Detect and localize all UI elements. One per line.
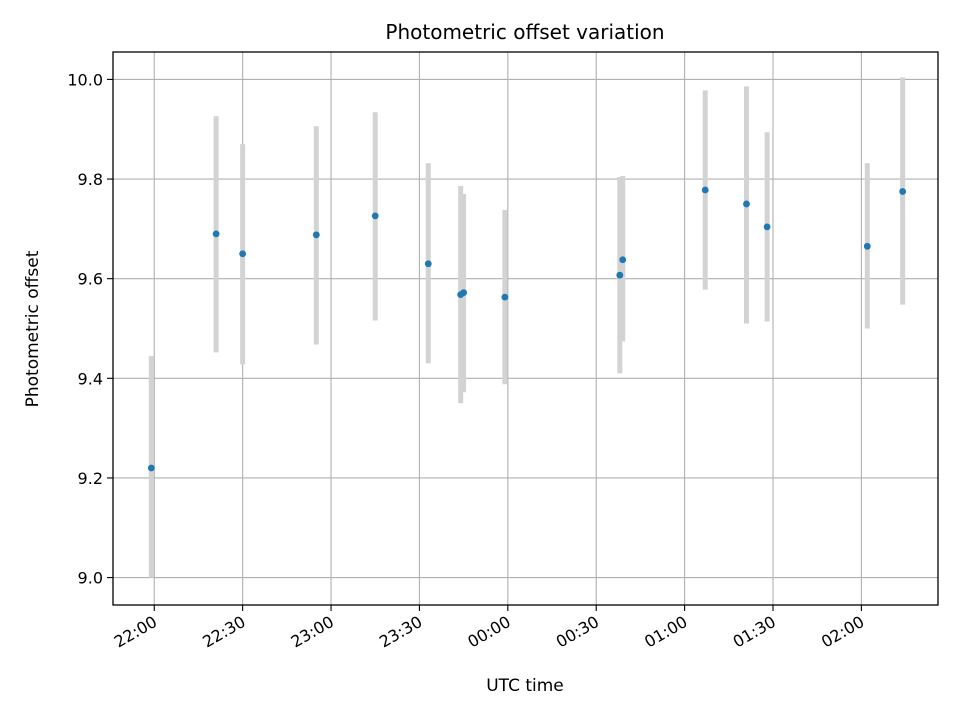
data-point [619,256,627,264]
data-point [701,186,709,194]
data-point [371,212,379,220]
data-point [743,200,750,208]
y-tick-label: 9.6 [78,270,103,289]
grid [113,52,938,605]
data-point [863,242,871,250]
data-point [424,260,432,268]
data-point [501,293,509,301]
data-point [616,271,624,279]
chart-title: Photometric offset variation [385,20,664,44]
data-point [147,464,155,472]
data-point [312,231,320,239]
y-tick-label: 9.4 [78,369,103,388]
plot-frame [112,51,939,606]
data-point [899,188,907,195]
y-axis-ticks: 9.0 9.2 9.4 9.6 9.8 10.0 [67,70,113,588]
y-tick-label: 9.8 [78,170,103,189]
y-tick-label: 10.0 [67,70,103,89]
x-axis-label: UTC time [486,676,564,696]
data-points [147,186,907,472]
data-point [763,223,771,231]
y-tick-label: 9.0 [78,569,103,588]
y-tick-label: 9.2 [78,469,103,488]
data-point [460,289,468,297]
y-axis-label: Photometric offset [23,250,43,407]
data-point [239,250,247,258]
data-point [212,230,220,238]
